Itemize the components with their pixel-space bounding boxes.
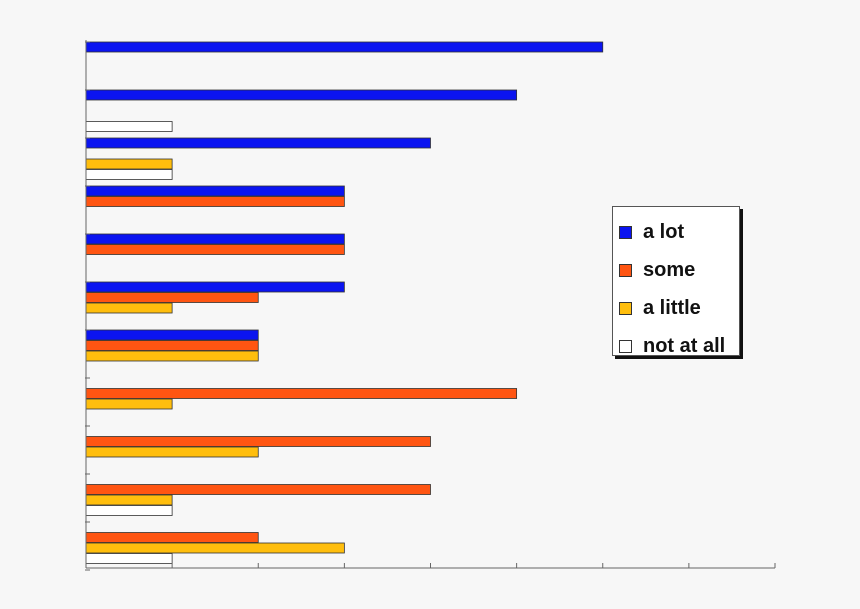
legend-item-some: some (619, 251, 739, 289)
bar-some-9 (85, 484, 431, 495)
legend-label: a lot (643, 220, 685, 243)
legend-swatch (619, 339, 632, 353)
legend-swatch (619, 301, 632, 315)
bar-a-little-5 (85, 302, 173, 314)
bar-a-little-10 (85, 542, 345, 554)
bar-a-little-6 (85, 350, 259, 362)
legend-item-a-little: a little (619, 289, 739, 327)
bar-a-lot-0 (85, 41, 604, 53)
bar-a-lot-2 (85, 137, 431, 149)
bar-not-at-all-2 (85, 169, 173, 180)
bar-a-lot-1 (85, 89, 518, 101)
bar-some-4 (85, 244, 345, 255)
bar-some-6 (85, 340, 259, 351)
bar-a-little-8 (85, 446, 259, 458)
bar-a-little-2 (85, 158, 173, 170)
bar-a-little-7 (85, 398, 173, 410)
legend-swatch (619, 225, 632, 239)
bar-a-lot-6 (85, 329, 259, 341)
bar-some-8 (85, 436, 431, 447)
bar-some-3 (85, 196, 345, 207)
legend-label: a little (643, 296, 701, 319)
bar-a-little-9 (85, 494, 173, 506)
bar-not-at-all-1 (85, 121, 173, 132)
legend-swatch (619, 263, 632, 277)
legend-label: not at all (643, 334, 726, 357)
bar-some-10 (85, 532, 259, 543)
bar-some-5 (85, 292, 259, 303)
legend: a lot some a little not at all (612, 206, 740, 357)
bar-a-lot-5 (85, 281, 345, 293)
legend-item-not-at-all: not at all (619, 327, 739, 365)
bar-not-at-all-9 (85, 505, 173, 516)
axes-group (85, 40, 776, 571)
bar-a-lot-4 (85, 233, 345, 245)
bar-some-7 (85, 388, 518, 399)
legend-label: some (643, 258, 696, 281)
bar-not-at-all-10 (85, 553, 173, 564)
legend-item-a-lot: a lot (619, 213, 739, 251)
bars-group (85, 41, 604, 564)
bar-a-lot-3 (85, 185, 345, 197)
